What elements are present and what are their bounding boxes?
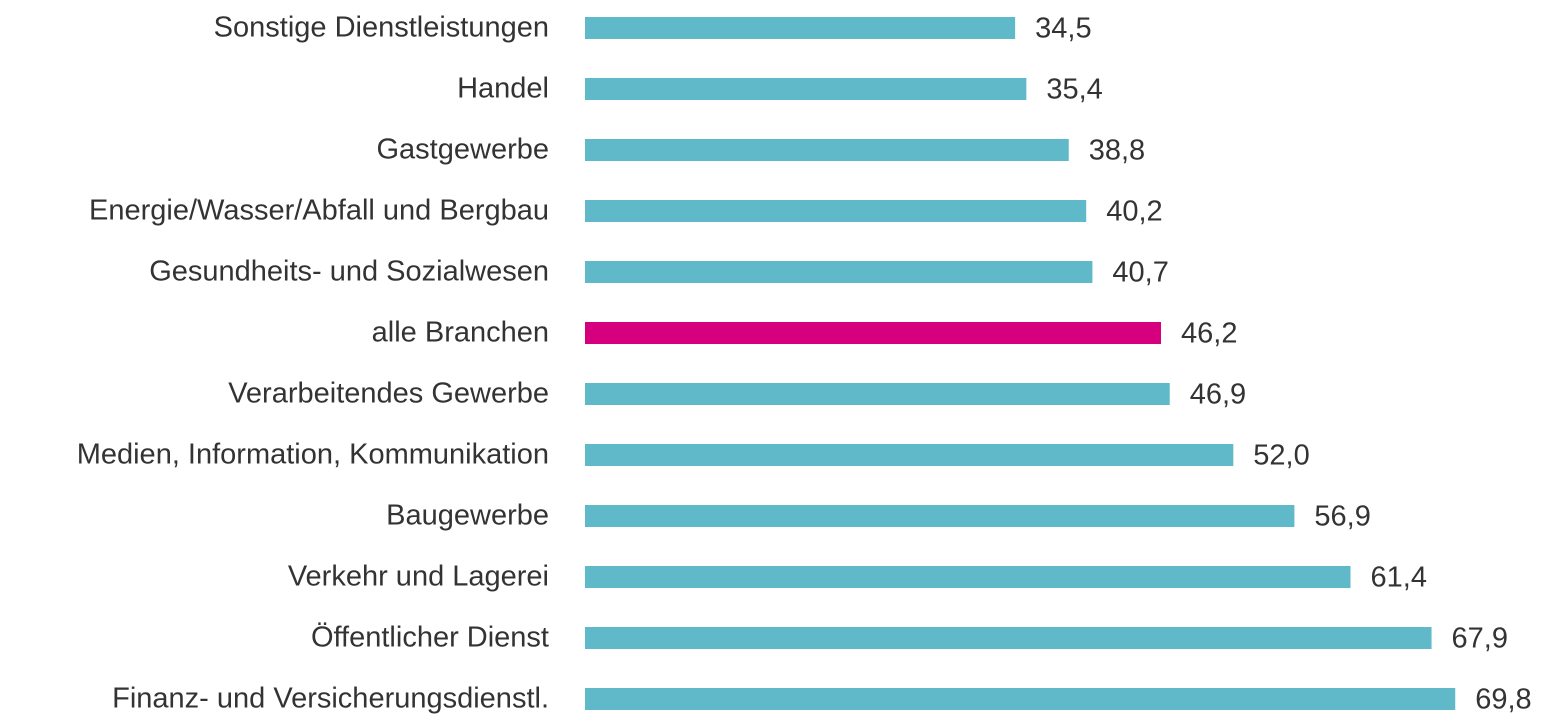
category-label: Energie/Wasser/Abfall und Bergbau bbox=[89, 195, 549, 227]
bar bbox=[585, 444, 1234, 466]
value-label: 46,2 bbox=[1181, 318, 1237, 350]
category-label: Gesundheits- und Sozialwesen bbox=[149, 256, 549, 288]
bar bbox=[585, 627, 1432, 649]
category-label: Öffentlicher Dienst bbox=[311, 622, 549, 654]
bar bbox=[585, 322, 1161, 344]
bar bbox=[585, 505, 1295, 527]
category-label: Finanz- und Versicherungsdienstl. bbox=[112, 683, 549, 715]
category-label: Sonstige Dienstleistungen bbox=[214, 12, 549, 44]
value-label: 69,8 bbox=[1475, 684, 1531, 716]
bar bbox=[585, 688, 1456, 710]
value-label: 35,4 bbox=[1046, 74, 1102, 106]
bar bbox=[585, 383, 1170, 405]
category-label: Baugewerbe bbox=[386, 500, 549, 532]
category-label: Medien, Information, Kommunikation bbox=[77, 439, 549, 471]
value-label: 52,0 bbox=[1253, 440, 1309, 472]
value-label: 56,9 bbox=[1314, 501, 1370, 533]
category-label: Handel bbox=[457, 73, 549, 105]
bar bbox=[585, 139, 1069, 161]
bar bbox=[585, 17, 1016, 39]
value-label: 61,4 bbox=[1371, 562, 1427, 594]
bar bbox=[585, 78, 1027, 100]
value-label: 46,9 bbox=[1190, 379, 1246, 411]
value-label: 38,8 bbox=[1089, 135, 1145, 167]
bar bbox=[585, 261, 1093, 283]
value-label: 40,2 bbox=[1106, 196, 1162, 228]
value-label: 34,5 bbox=[1035, 13, 1091, 45]
category-label: alle Branchen bbox=[372, 317, 549, 349]
value-label: 67,9 bbox=[1452, 623, 1508, 655]
category-label: Verkehr und Lagerei bbox=[288, 561, 549, 593]
value-label: 40,7 bbox=[1112, 257, 1168, 289]
category-label: Verarbeitendes Gewerbe bbox=[228, 378, 549, 410]
category-label: Gastgewerbe bbox=[377, 134, 550, 166]
bar bbox=[585, 200, 1087, 222]
bar bbox=[585, 566, 1351, 588]
